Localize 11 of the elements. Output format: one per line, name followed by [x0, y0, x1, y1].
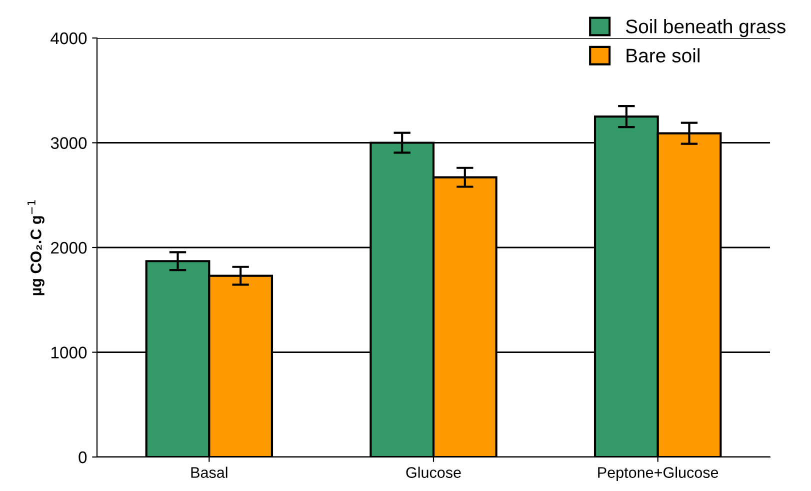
x-tick-label: Basal	[191, 466, 228, 478]
x-tick-label: Glucose	[406, 466, 461, 478]
y-axis-title: µg CO₂.C g$^{−1}$	[28, 200, 44, 296]
y-tick-label: 0	[78, 451, 87, 464]
legend-label: Soil beneath grass	[626, 19, 786, 38]
x-tick-label: Peptone+Glucose	[598, 466, 718, 481]
y-tick-label: 3000	[50, 137, 87, 149]
y-tick-label: 2000	[51, 242, 87, 254]
legend-label: Bare soil	[626, 48, 700, 62]
y-tick-label: 1000	[51, 346, 87, 358]
y-tick-label: 4000	[50, 32, 87, 44]
